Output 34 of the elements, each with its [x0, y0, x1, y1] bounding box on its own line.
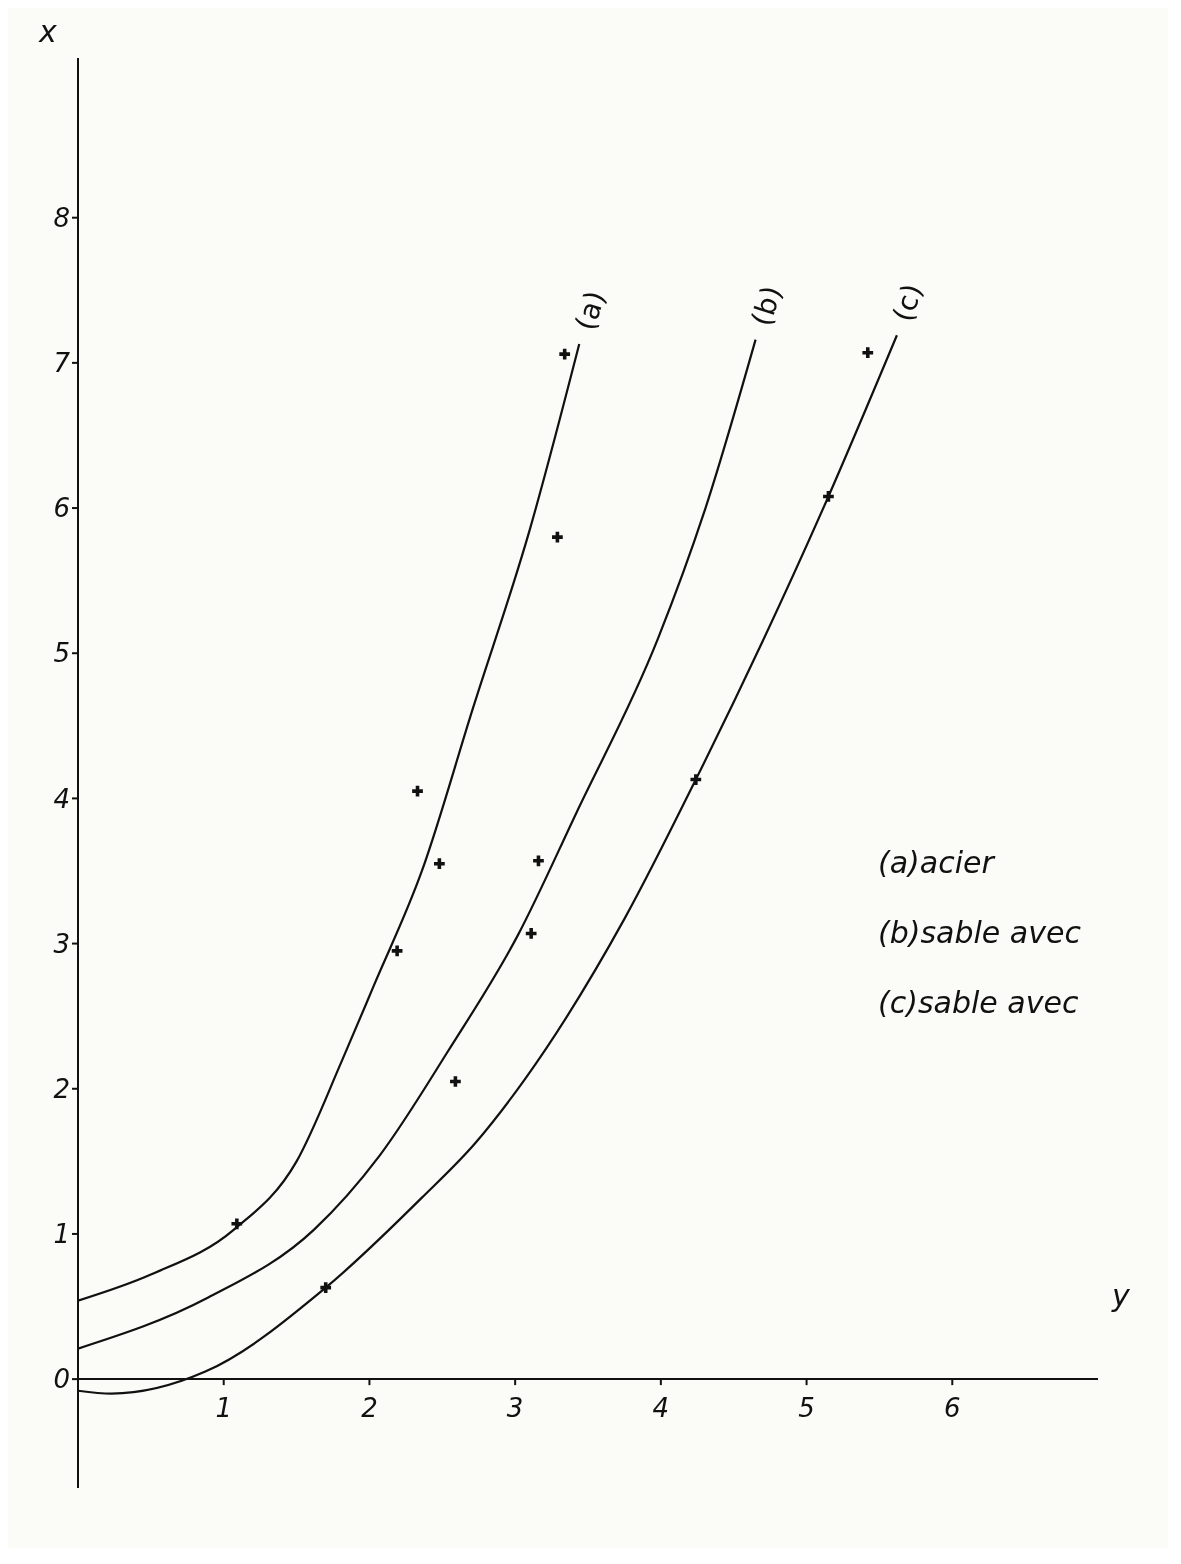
- x-tick-label: 1: [215, 1393, 232, 1424]
- y-tick-label: 2: [53, 1073, 70, 1104]
- y-tick-label: 4: [53, 783, 70, 814]
- x-tick-label: 4: [652, 1393, 670, 1424]
- point: [525, 928, 537, 939]
- y-tick-label: 5: [53, 638, 70, 669]
- text: (b): [744, 281, 789, 330]
- point: [690, 774, 702, 785]
- point: [552, 531, 563, 543]
- y-axis-title: x: [38, 14, 58, 49]
- point: [559, 348, 571, 360]
- point: [412, 785, 423, 797]
- y-tick-label: 0: [53, 1364, 70, 1395]
- y-tick-label: 1: [53, 1219, 70, 1250]
- annotation: (c)sable avec: [878, 984, 1080, 1022]
- y-tick-label: 8: [53, 202, 70, 233]
- x-tick-label: 5: [798, 1393, 815, 1424]
- text: (c): [886, 279, 930, 326]
- x-tick-label: 2: [361, 1393, 378, 1424]
- text: (a): [568, 286, 612, 335]
- point: [533, 855, 544, 867]
- point: [231, 1218, 243, 1230]
- point: [434, 858, 445, 870]
- y-tick-label: 3: [53, 928, 70, 959]
- y-tick-label: 7: [53, 348, 71, 379]
- y-tick-label: 6: [53, 493, 70, 524]
- point: [391, 945, 403, 957]
- annotation: (b)sable avec: [878, 914, 1081, 952]
- annotation: (a)acier: [878, 844, 997, 882]
- point: [862, 347, 874, 359]
- point: [320, 1282, 332, 1294]
- x-axis-title: y: [1111, 1278, 1131, 1314]
- x-tick-label: 3: [506, 1393, 524, 1424]
- x-tick-label: 6: [944, 1393, 961, 1424]
